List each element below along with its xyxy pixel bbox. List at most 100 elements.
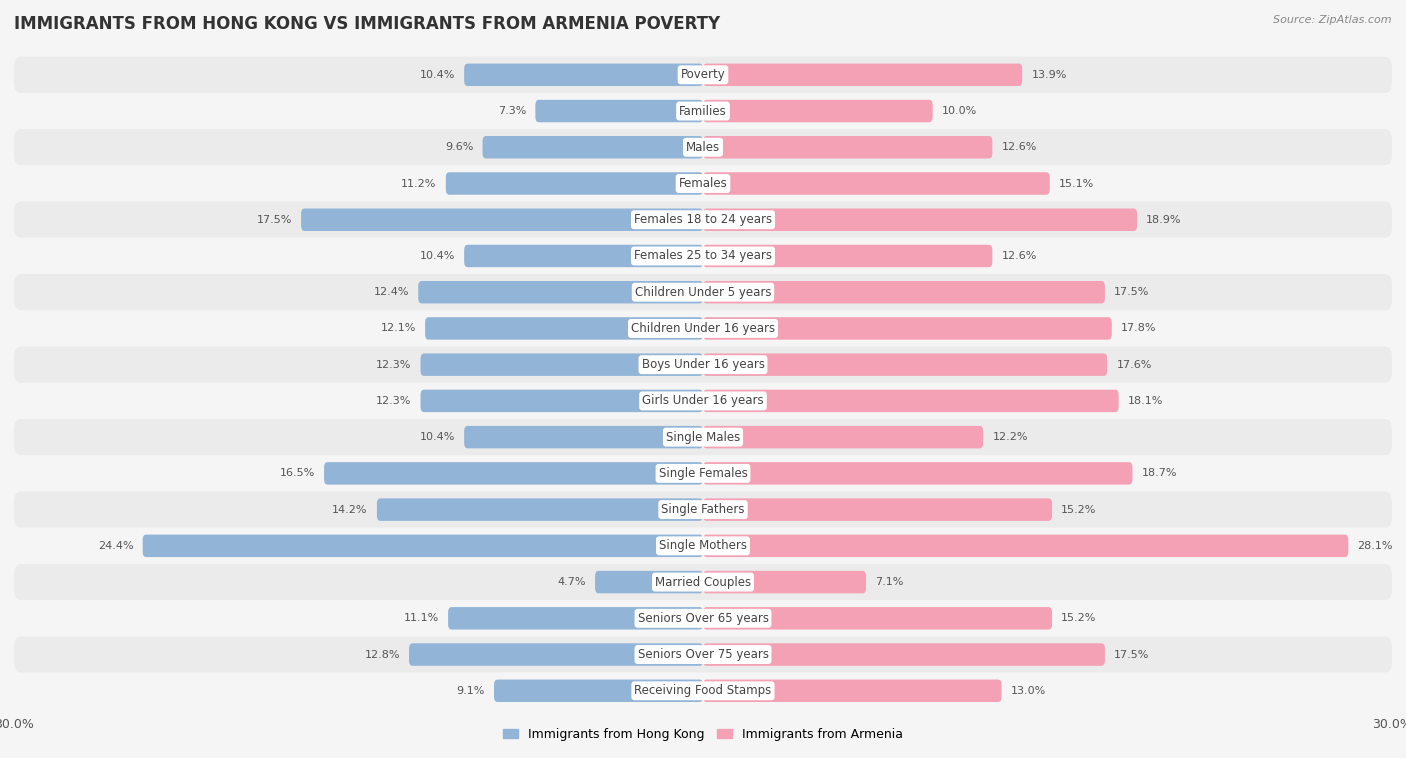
FancyBboxPatch shape: [14, 456, 1392, 491]
FancyBboxPatch shape: [14, 165, 1392, 202]
Text: 15.1%: 15.1%: [1059, 178, 1094, 189]
Text: 7.1%: 7.1%: [875, 577, 904, 587]
FancyBboxPatch shape: [703, 462, 1132, 484]
FancyBboxPatch shape: [482, 136, 703, 158]
FancyBboxPatch shape: [703, 245, 993, 268]
Text: IMMIGRANTS FROM HONG KONG VS IMMIGRANTS FROM ARMENIA POVERTY: IMMIGRANTS FROM HONG KONG VS IMMIGRANTS …: [14, 15, 720, 33]
Text: 10.4%: 10.4%: [419, 432, 456, 442]
Text: Boys Under 16 years: Boys Under 16 years: [641, 359, 765, 371]
FancyBboxPatch shape: [703, 426, 983, 449]
Text: 17.5%: 17.5%: [256, 215, 292, 224]
FancyBboxPatch shape: [14, 564, 1392, 600]
Text: 9.6%: 9.6%: [444, 143, 474, 152]
Text: Girls Under 16 years: Girls Under 16 years: [643, 394, 763, 407]
FancyBboxPatch shape: [420, 390, 703, 412]
FancyBboxPatch shape: [703, 353, 1107, 376]
Text: Males: Males: [686, 141, 720, 154]
FancyBboxPatch shape: [142, 534, 703, 557]
Text: 12.3%: 12.3%: [375, 396, 412, 406]
Text: 15.2%: 15.2%: [1062, 505, 1097, 515]
FancyBboxPatch shape: [494, 680, 703, 702]
Text: 14.2%: 14.2%: [332, 505, 368, 515]
Text: Children Under 16 years: Children Under 16 years: [631, 322, 775, 335]
Text: Poverty: Poverty: [681, 68, 725, 81]
FancyBboxPatch shape: [446, 172, 703, 195]
Text: 17.6%: 17.6%: [1116, 360, 1152, 370]
Text: 12.2%: 12.2%: [993, 432, 1028, 442]
Text: Married Couples: Married Couples: [655, 575, 751, 588]
FancyBboxPatch shape: [420, 353, 703, 376]
Text: 15.2%: 15.2%: [1062, 613, 1097, 623]
FancyBboxPatch shape: [14, 93, 1392, 129]
Text: 10.4%: 10.4%: [419, 251, 456, 261]
FancyBboxPatch shape: [425, 317, 703, 340]
FancyBboxPatch shape: [14, 672, 1392, 709]
FancyBboxPatch shape: [595, 571, 703, 594]
Text: Single Fathers: Single Fathers: [661, 503, 745, 516]
Text: Single Females: Single Females: [658, 467, 748, 480]
Text: Females 18 to 24 years: Females 18 to 24 years: [634, 213, 772, 226]
Legend: Immigrants from Hong Kong, Immigrants from Armenia: Immigrants from Hong Kong, Immigrants fr…: [498, 723, 908, 746]
Text: 18.1%: 18.1%: [1128, 396, 1163, 406]
FancyBboxPatch shape: [703, 64, 1022, 86]
Text: Females 25 to 34 years: Females 25 to 34 years: [634, 249, 772, 262]
FancyBboxPatch shape: [703, 390, 1119, 412]
FancyBboxPatch shape: [14, 238, 1392, 274]
FancyBboxPatch shape: [14, 383, 1392, 419]
Text: 12.6%: 12.6%: [1001, 251, 1036, 261]
FancyBboxPatch shape: [449, 607, 703, 630]
Text: 12.8%: 12.8%: [364, 650, 399, 659]
Text: 12.4%: 12.4%: [374, 287, 409, 297]
FancyBboxPatch shape: [703, 534, 1348, 557]
Text: Seniors Over 75 years: Seniors Over 75 years: [637, 648, 769, 661]
Text: 4.7%: 4.7%: [557, 577, 586, 587]
Text: 12.1%: 12.1%: [381, 324, 416, 334]
FancyBboxPatch shape: [703, 100, 932, 122]
FancyBboxPatch shape: [703, 644, 1105, 666]
FancyBboxPatch shape: [703, 571, 866, 594]
FancyBboxPatch shape: [464, 426, 703, 449]
Text: 13.0%: 13.0%: [1011, 686, 1046, 696]
Text: Receiving Food Stamps: Receiving Food Stamps: [634, 684, 772, 697]
FancyBboxPatch shape: [14, 419, 1392, 456]
Text: 28.1%: 28.1%: [1358, 541, 1393, 551]
FancyBboxPatch shape: [703, 208, 1137, 231]
Text: 12.3%: 12.3%: [375, 360, 412, 370]
Text: 11.1%: 11.1%: [404, 613, 439, 623]
FancyBboxPatch shape: [703, 680, 1001, 702]
Text: Families: Families: [679, 105, 727, 117]
Text: 18.9%: 18.9%: [1146, 215, 1181, 224]
FancyBboxPatch shape: [14, 637, 1392, 672]
Text: 17.8%: 17.8%: [1121, 324, 1157, 334]
FancyBboxPatch shape: [703, 281, 1105, 303]
Text: 10.4%: 10.4%: [419, 70, 456, 80]
FancyBboxPatch shape: [14, 274, 1392, 310]
Text: Children Under 5 years: Children Under 5 years: [634, 286, 772, 299]
Text: 9.1%: 9.1%: [457, 686, 485, 696]
Text: Single Males: Single Males: [666, 431, 740, 443]
Text: Seniors Over 65 years: Seniors Over 65 years: [637, 612, 769, 625]
FancyBboxPatch shape: [703, 136, 993, 158]
FancyBboxPatch shape: [14, 491, 1392, 528]
FancyBboxPatch shape: [418, 281, 703, 303]
Text: Source: ZipAtlas.com: Source: ZipAtlas.com: [1274, 15, 1392, 25]
FancyBboxPatch shape: [14, 346, 1392, 383]
Text: 18.7%: 18.7%: [1142, 468, 1177, 478]
Text: 24.4%: 24.4%: [98, 541, 134, 551]
FancyBboxPatch shape: [464, 245, 703, 268]
FancyBboxPatch shape: [14, 129, 1392, 165]
FancyBboxPatch shape: [14, 202, 1392, 238]
FancyBboxPatch shape: [464, 64, 703, 86]
FancyBboxPatch shape: [703, 317, 1112, 340]
FancyBboxPatch shape: [301, 208, 703, 231]
FancyBboxPatch shape: [14, 600, 1392, 637]
Text: 11.2%: 11.2%: [401, 178, 437, 189]
Text: 13.9%: 13.9%: [1032, 70, 1067, 80]
Text: 17.5%: 17.5%: [1114, 650, 1150, 659]
Text: 17.5%: 17.5%: [1114, 287, 1150, 297]
Text: Females: Females: [679, 177, 727, 190]
Text: 16.5%: 16.5%: [280, 468, 315, 478]
Text: 12.6%: 12.6%: [1001, 143, 1036, 152]
FancyBboxPatch shape: [703, 498, 1052, 521]
FancyBboxPatch shape: [536, 100, 703, 122]
